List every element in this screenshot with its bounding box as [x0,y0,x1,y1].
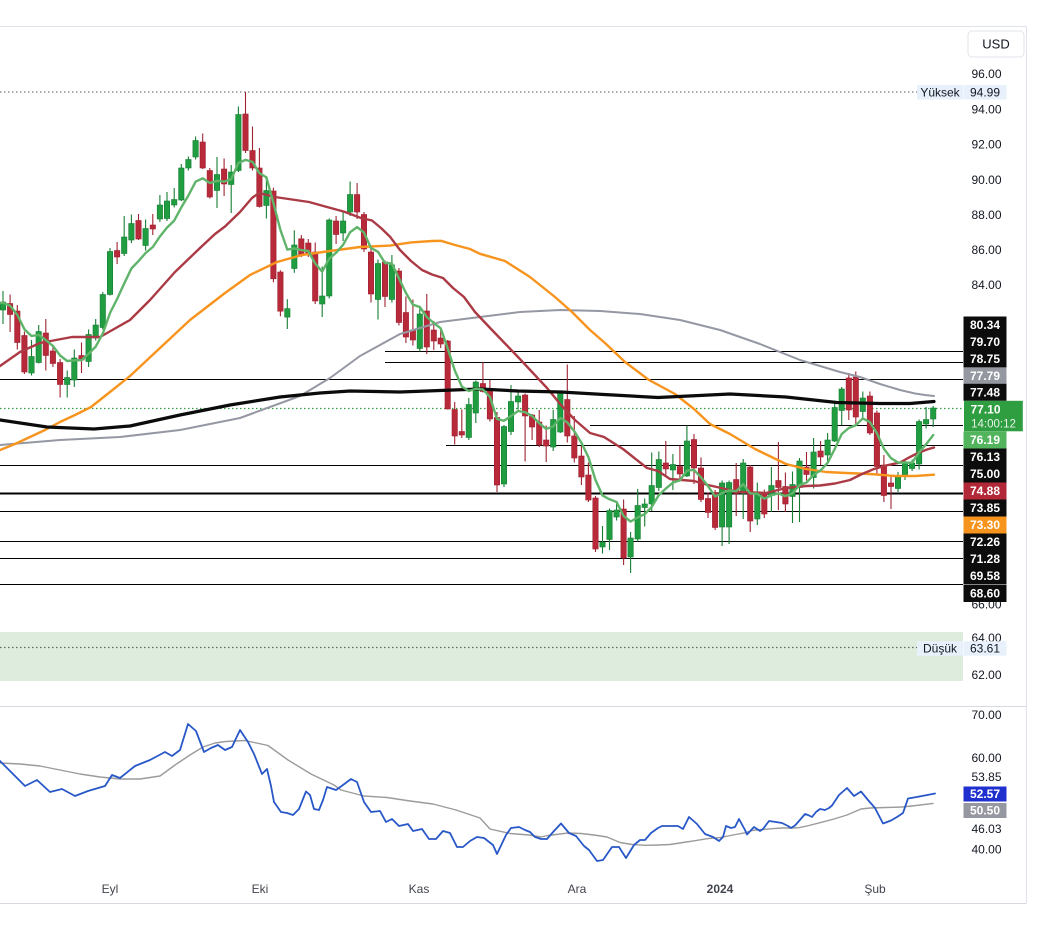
svg-text:77.48: 77.48 [970,386,1000,400]
svg-text:50.50: 50.50 [970,804,1000,818]
svg-text:40.00: 40.00 [972,843,1002,857]
svg-text:73.85: 73.85 [970,501,1000,515]
svg-text:Şub: Şub [864,882,886,896]
svg-text:80.34: 80.34 [970,318,1000,332]
svg-text:96.00: 96.00 [972,67,1002,81]
svg-text:Eyl: Eyl [102,882,119,896]
svg-text:79.70: 79.70 [970,335,1000,349]
svg-text:Eki: Eki [252,882,269,896]
svg-text:74.88: 74.88 [970,484,1000,498]
svg-text:70.00: 70.00 [972,708,1002,722]
svg-text:86.00: 86.00 [972,243,1002,257]
svg-text:69.58: 69.58 [970,569,1000,583]
svg-text:77.10: 77.10 [970,403,1000,417]
svg-text:76.19: 76.19 [970,433,1000,447]
svg-text:Kas: Kas [409,882,430,896]
svg-text:94.00: 94.00 [972,103,1002,117]
svg-text:72.26: 72.26 [970,535,1000,549]
svg-text:92.00: 92.00 [972,138,1002,152]
svg-text:71.28: 71.28 [970,552,1000,566]
svg-text:USD: USD [982,37,1009,52]
svg-text:53.85: 53.85 [972,770,1002,784]
svg-text:62.00: 62.00 [972,668,1002,682]
svg-text:94.99: 94.99 [970,86,1000,100]
svg-text:Ara: Ara [568,882,587,896]
svg-text:88.00: 88.00 [972,208,1002,222]
svg-text:90.00: 90.00 [972,173,1002,187]
svg-text:52.57: 52.57 [970,787,1000,801]
svg-text:Yüksek: Yüksek [920,86,960,100]
svg-text:46.03: 46.03 [972,822,1002,836]
svg-text:77.79: 77.79 [970,369,1000,383]
svg-text:75.00: 75.00 [970,467,1000,481]
svg-text:63.61: 63.61 [970,642,1000,656]
svg-text:68.60: 68.60 [970,587,1000,601]
svg-text:14:00:12: 14:00:12 [971,419,1016,431]
svg-text:78.75: 78.75 [970,352,1000,366]
svg-text:73.30: 73.30 [970,518,1000,532]
svg-text:2024: 2024 [707,882,734,896]
svg-text:84.00: 84.00 [972,278,1002,292]
svg-text:60.00: 60.00 [972,751,1002,765]
svg-text:76.13: 76.13 [970,450,1000,464]
svg-text:Düşük: Düşük [923,642,958,656]
